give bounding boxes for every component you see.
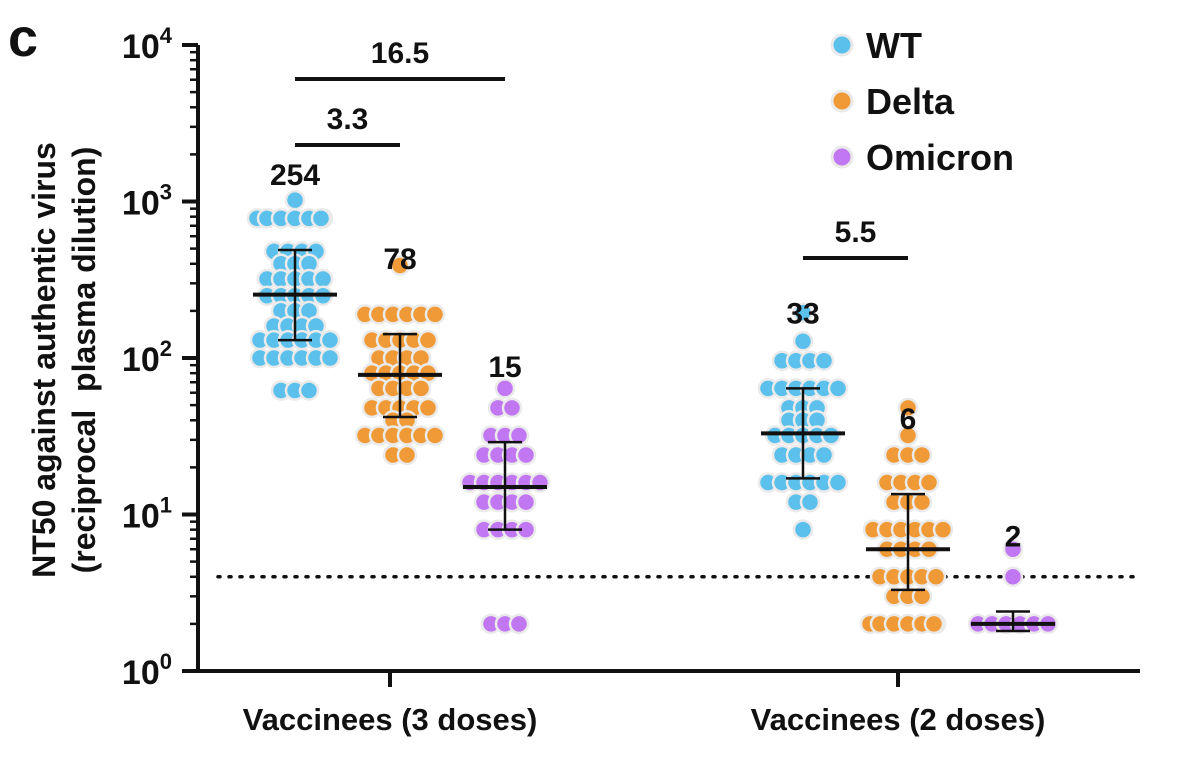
x-category-label: Vaccinees (3 doses): [243, 702, 538, 737]
data-point-delta: [396, 444, 418, 466]
data-point-wt: [820, 425, 842, 446]
data-point-wt: [319, 347, 341, 369]
data-point-delta: [897, 397, 919, 419]
y-axis-label-line1: NT50 against authentic virus: [26, 142, 62, 578]
data-point-delta: [424, 304, 446, 325]
data-point-delta: [911, 586, 933, 607]
data-point-omicron: [1002, 566, 1024, 588]
data-point-wt: [792, 330, 814, 352]
data-point-delta: [424, 425, 446, 446]
y-tick-label: 103: [122, 180, 172, 223]
data-point-delta: [410, 378, 432, 399]
data-point-delta: [417, 329, 439, 351]
data-point-omicron: [508, 613, 530, 635]
legend-label-omicron: Omicron: [866, 137, 1014, 178]
plot-area: 100 101 102 103 104 Vaccinees (3 doses) Vaccin…: [122, 23, 1142, 737]
median-label: 254: [270, 159, 320, 192]
data-point-delta: [918, 472, 940, 493]
data-point-wt: [310, 208, 332, 229]
data-point-wt: [319, 329, 341, 351]
legend: WT Delta Omicron: [830, 25, 1014, 178]
y-tick-label: 104: [122, 23, 173, 66]
legend-marker-delta: [830, 89, 854, 113]
median-label: 78: [383, 243, 416, 276]
data-point-delta: [417, 397, 439, 419]
data-point-omicron: [515, 444, 537, 466]
data-point-omicron: [508, 425, 530, 446]
data-point-wt: [827, 472, 849, 493]
data-point-delta: [932, 519, 954, 540]
y-axis-label-line2: (reciprocal plasma dilution): [66, 147, 102, 574]
fold-label: 3.3: [327, 103, 369, 136]
data-point-omicron: [1002, 538, 1024, 560]
y-tick-label: 100: [122, 649, 172, 692]
data-point-omicron: [515, 491, 537, 513]
legend-marker-omicron: [830, 145, 854, 169]
data-point-delta: [911, 491, 933, 513]
data-point-omicron: [501, 397, 523, 419]
x-category-label: Vaccinees (2 doses): [751, 702, 1046, 737]
data-point-delta: [923, 613, 945, 635]
fold-label: 5.5: [835, 216, 877, 249]
data-point-wt: [827, 378, 849, 399]
data-point-wt: [312, 268, 334, 290]
data-point-delta: [389, 255, 411, 276]
data-point-wt: [298, 380, 320, 401]
data-point-wt: [799, 491, 821, 513]
data-point-omicron: [494, 378, 516, 399]
panel-label: c: [8, 8, 38, 68]
legend-marker-wt: [830, 33, 854, 57]
median-label: 6: [900, 403, 917, 436]
data-point-delta: [925, 566, 947, 588]
data-point-delta: [911, 444, 933, 466]
legend-label-wt: WT: [866, 25, 922, 66]
legend-label-delta: Delta: [866, 81, 955, 122]
median-label: 2: [1005, 520, 1022, 553]
median-label: 33: [786, 297, 819, 330]
data-point-delta: [897, 425, 919, 446]
data-point-wt: [813, 444, 835, 466]
data-point-wt: [284, 189, 306, 211]
fold-label: 16.5: [371, 37, 429, 70]
y-axis-label: NT50 against authentic virus (reciprocal…: [26, 142, 102, 578]
data-point-wt: [792, 302, 814, 323]
data-point-wt: [813, 350, 835, 372]
y-tick-label: 102: [122, 336, 172, 379]
y-tick-label: 101: [122, 493, 172, 536]
data-point-wt: [792, 519, 814, 540]
median-label: 15: [488, 351, 521, 384]
